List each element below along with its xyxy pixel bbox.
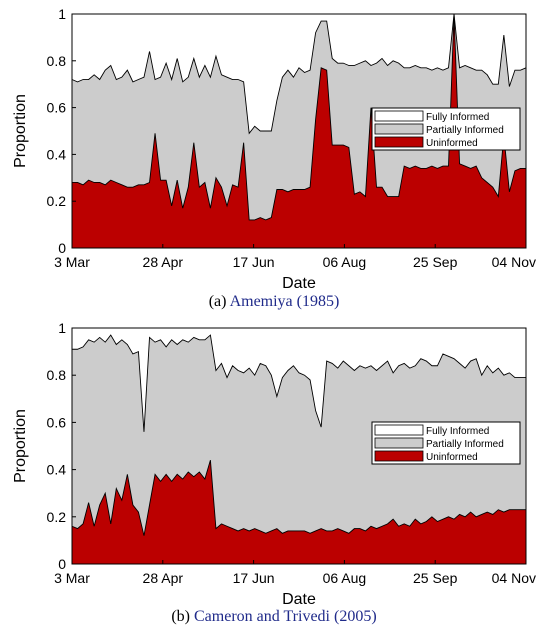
legend-swatch-partially-informed [374, 123, 424, 135]
uninformed-area [72, 460, 526, 564]
legend: Fully Informed Partially Informed Uninform… [371, 421, 521, 465]
legend-swatch-uninformed [374, 450, 424, 462]
caption-citation-link[interactable]: Cameron and Trivedi (2005) [194, 608, 377, 625]
legend-swatch-fully-informed [374, 424, 424, 436]
legend-label-fully-informed: Fully Informed [426, 426, 489, 437]
legend-label-fully-informed: Fully Informed [426, 112, 489, 123]
uninformed-boundary-line [71, 460, 526, 536]
y-tick-label: 0.4 [47, 462, 67, 478]
legend-swatch-fully-informed [374, 110, 424, 122]
y-tick-label: 0.6 [47, 414, 67, 430]
plot-frame [71, 327, 527, 565]
partially-informed-area [72, 335, 526, 536]
y-tick-label: 0.6 [47, 100, 67, 116]
y-tick-label: 0.8 [47, 53, 67, 69]
y-tick-label: 0.4 [47, 146, 67, 162]
caption-citation-link[interactable]: Amemiya (1985) [230, 293, 340, 310]
legend-label-partially-informed: Partially Informed [426, 439, 504, 450]
y-tick-label: 1 [58, 320, 66, 336]
x-tick-label: 3 Mar [54, 254, 90, 270]
partially-informed-boundary-line [71, 13, 527, 135]
y-tick-label: 0.2 [47, 193, 67, 209]
y-axis-title: Proportion [12, 409, 29, 483]
legend-label-uninformed: Uninformed [426, 452, 478, 463]
x-tick-label: 06 Aug [323, 254, 367, 270]
y-tick-label: 0 [58, 240, 66, 256]
x-tick-label: 28 Apr [143, 570, 184, 586]
uninformed-area [72, 14, 526, 248]
legend-label-partially-informed: Partially Informed [426, 125, 504, 136]
x-axis-title: Date [282, 591, 316, 608]
caption-prefix: (b) [171, 608, 194, 625]
x-tick-label: 04 Nov [492, 254, 536, 270]
figure-caption: (a) Amemiya (1985) [209, 293, 340, 310]
y-axis-title: Proportion [12, 94, 29, 168]
legend-swatch-uninformed [374, 136, 424, 148]
x-tick-label: 06 Aug [323, 570, 367, 586]
legend-label-uninformed: Uninformed [426, 138, 478, 149]
figure-caption: (b) Cameron and Trivedi (2005) [171, 608, 376, 625]
legend-swatch-partially-informed [374, 437, 424, 449]
legend: Fully Informed Partially Informed Uninform… [371, 107, 521, 151]
partially-informed-boundary-line [72, 334, 526, 432]
x-axis-title: Date [282, 275, 316, 292]
y-tick-label: 1 [58, 6, 66, 22]
x-tick-label: 25 Sep [413, 570, 458, 586]
y-tick-label: 0.8 [47, 367, 67, 383]
partially-informed-area [72, 14, 526, 220]
x-tick-label: 28 Apr [143, 254, 184, 270]
y-tick-label: 0 [58, 556, 66, 572]
x-tick-label: 25 Sep [413, 254, 458, 270]
plot-frame [71, 13, 527, 249]
y-tick-label: 0.2 [47, 509, 67, 525]
x-tick-label: 04 Nov [492, 570, 536, 586]
x-tick-label: 17 Jun [233, 570, 275, 586]
x-tick-label: 17 Jun [233, 254, 275, 270]
chart-panel-b: 0 0.2 0.4 0.6 0.8 1 3 Mar 28 Apr 17 Jun 06 Aug 25 … [12, 320, 536, 625]
x-tick-label: 3 Mar [54, 570, 90, 586]
chart-panel-a: 0 0.2 0.4 0.6 0.8 1 3 Mar 28 Apr 17 Jun 06 Aug 25 … [12, 6, 536, 310]
caption-prefix: (a) [209, 293, 230, 310]
